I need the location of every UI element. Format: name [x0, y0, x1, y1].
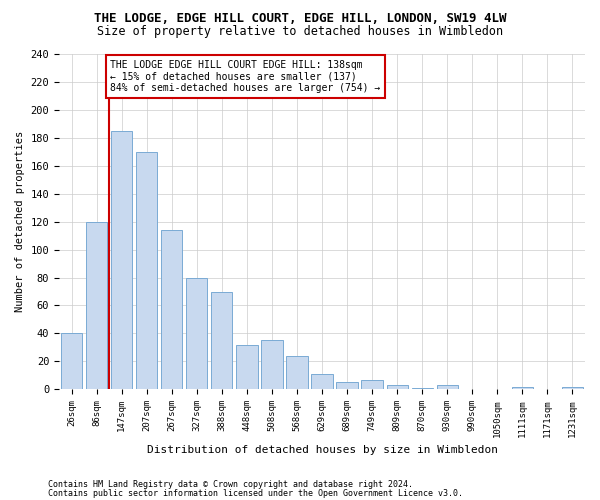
Bar — [186, 278, 208, 390]
Text: Contains public sector information licensed under the Open Government Licence v3: Contains public sector information licen… — [48, 488, 463, 498]
Bar — [412, 388, 433, 390]
Bar — [211, 292, 232, 390]
Bar — [236, 344, 257, 390]
Bar — [161, 230, 182, 390]
Bar — [261, 340, 283, 390]
Text: THE LODGE EDGE HILL COURT EDGE HILL: 138sqm
← 15% of detached houses are smaller: THE LODGE EDGE HILL COURT EDGE HILL: 138… — [110, 60, 380, 93]
Bar — [562, 386, 583, 390]
Bar — [136, 152, 157, 390]
Bar — [86, 222, 107, 390]
Text: Size of property relative to detached houses in Wimbledon: Size of property relative to detached ho… — [97, 25, 503, 38]
Text: Contains HM Land Registry data © Crown copyright and database right 2024.: Contains HM Land Registry data © Crown c… — [48, 480, 413, 489]
Y-axis label: Number of detached properties: Number of detached properties — [15, 131, 25, 312]
Bar — [386, 385, 408, 390]
Bar — [111, 131, 132, 390]
Text: THE LODGE, EDGE HILL COURT, EDGE HILL, LONDON, SW19 4LW: THE LODGE, EDGE HILL COURT, EDGE HILL, L… — [94, 12, 506, 26]
Bar — [361, 380, 383, 390]
Bar — [286, 356, 308, 390]
Bar — [337, 382, 358, 390]
Bar — [512, 386, 533, 390]
X-axis label: Distribution of detached houses by size in Wimbledon: Distribution of detached houses by size … — [146, 445, 497, 455]
Bar — [437, 385, 458, 390]
Bar — [61, 334, 82, 390]
Bar — [311, 374, 332, 390]
